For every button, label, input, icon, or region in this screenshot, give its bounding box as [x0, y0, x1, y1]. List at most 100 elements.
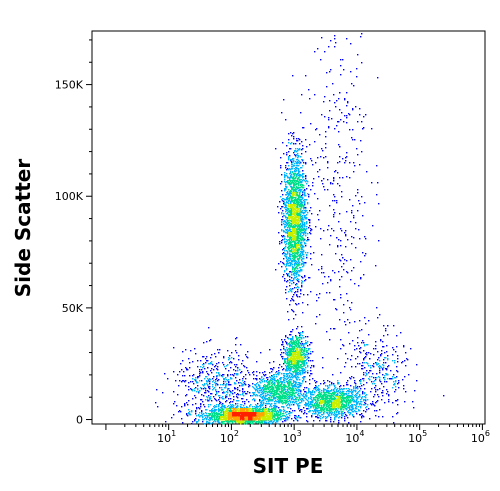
event-dot	[384, 379, 386, 381]
event-dot	[206, 396, 208, 398]
event-dot	[267, 385, 269, 387]
event-dot	[301, 285, 303, 287]
event-dot	[300, 251, 302, 253]
event-dot	[232, 390, 234, 392]
event-dot	[271, 375, 273, 377]
event-dot	[272, 417, 274, 419]
event-dot	[356, 395, 358, 397]
event-dot	[216, 406, 218, 408]
event-dot	[273, 415, 275, 417]
event-dot	[288, 236, 290, 238]
event-dot	[280, 419, 282, 421]
event-dot	[291, 237, 293, 239]
event-dot	[199, 412, 201, 414]
event-dot	[295, 377, 297, 379]
event-dot	[336, 390, 338, 392]
event-dot	[349, 389, 351, 391]
event-dot	[289, 168, 291, 170]
event-dot	[301, 257, 303, 259]
event-dot	[295, 375, 297, 377]
event-dot	[303, 370, 305, 372]
event-dot	[314, 405, 316, 407]
event-dot	[302, 197, 304, 199]
event-dot	[296, 378, 298, 380]
event-dot	[223, 392, 225, 394]
event-dot	[292, 261, 294, 263]
event-dot	[296, 374, 298, 376]
event-dot	[244, 391, 246, 393]
event-dot	[301, 159, 303, 161]
event-dot	[317, 394, 319, 396]
event-dot	[358, 345, 360, 347]
event-dot	[264, 380, 266, 382]
event-dot	[291, 174, 293, 176]
event-dot	[339, 109, 341, 111]
event-dot	[263, 392, 265, 394]
event-dot	[324, 409, 326, 411]
event-dot	[187, 404, 189, 406]
event-dot	[288, 417, 290, 419]
event-dot	[308, 398, 310, 400]
event-dot	[283, 375, 285, 377]
event-dot	[291, 342, 293, 344]
event-dot	[331, 413, 333, 415]
event-dot	[271, 400, 273, 402]
event-dot	[287, 181, 289, 183]
event-dot	[298, 182, 300, 184]
event-dot	[330, 182, 332, 184]
event-dot	[203, 388, 205, 390]
event-dot	[345, 324, 347, 326]
event-dot	[286, 265, 288, 267]
event-dot	[223, 383, 225, 385]
event-dot	[242, 360, 244, 362]
event-dot	[339, 319, 341, 321]
event-dot	[301, 345, 303, 347]
event-dot	[287, 337, 289, 339]
event-dot	[337, 172, 339, 174]
event-dot	[286, 260, 288, 262]
event-dot	[186, 394, 188, 396]
event-dot	[348, 404, 350, 406]
event-dot	[293, 271, 295, 273]
event-dot	[342, 389, 344, 391]
event-dot	[283, 99, 285, 101]
event-dot	[359, 363, 361, 365]
event-dot	[345, 397, 347, 399]
event-dot	[330, 390, 332, 392]
event-dot	[281, 410, 283, 412]
event-dot	[313, 394, 315, 396]
event-dot	[314, 397, 316, 399]
event-dot	[291, 168, 293, 170]
event-dot	[327, 410, 329, 412]
event-dot	[256, 389, 258, 391]
event-dot	[262, 398, 264, 400]
event-dot	[354, 165, 356, 167]
event-dot	[318, 395, 320, 397]
event-dot	[233, 407, 235, 409]
event-dot	[215, 394, 217, 396]
event-dot	[354, 345, 356, 347]
event-dot	[283, 274, 285, 276]
event-dot	[296, 184, 298, 186]
event-dot	[281, 206, 283, 208]
event-dot	[343, 385, 345, 387]
event-dot	[286, 225, 288, 227]
event-dot	[288, 380, 290, 382]
event-dot	[217, 349, 219, 351]
event-dot	[268, 381, 270, 383]
event-dot	[349, 402, 351, 404]
event-dot	[301, 366, 303, 368]
event-dot	[304, 343, 306, 345]
event-dot	[297, 394, 299, 396]
event-dot	[194, 348, 196, 350]
event-dot	[305, 163, 307, 165]
event-dot	[272, 388, 274, 390]
event-dot	[295, 156, 297, 158]
event-dot	[296, 279, 298, 281]
event-dot	[293, 388, 295, 390]
event-dot	[322, 417, 324, 419]
event-dot	[375, 389, 377, 391]
event-dot	[300, 243, 302, 245]
event-dot	[321, 37, 323, 39]
event-dot	[262, 405, 264, 407]
